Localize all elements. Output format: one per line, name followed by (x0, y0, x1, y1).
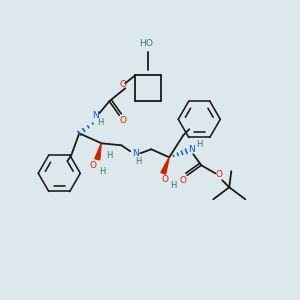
Text: O: O (120, 80, 127, 89)
Text: N: N (188, 145, 195, 154)
Polygon shape (161, 157, 169, 174)
Text: O: O (216, 170, 223, 179)
Text: H: H (97, 118, 103, 127)
Text: O: O (180, 176, 187, 185)
Text: O: O (162, 175, 169, 184)
Text: O: O (90, 161, 97, 170)
Polygon shape (95, 143, 101, 160)
Text: H: H (170, 181, 176, 190)
Text: H: H (139, 40, 145, 49)
Text: N: N (132, 149, 139, 158)
Text: H: H (99, 167, 106, 176)
Text: H: H (196, 140, 203, 149)
Text: H: H (135, 157, 142, 166)
Text: H: H (106, 151, 112, 160)
Text: N: N (92, 111, 99, 120)
Text: O: O (120, 116, 127, 125)
Text: O: O (146, 40, 152, 49)
